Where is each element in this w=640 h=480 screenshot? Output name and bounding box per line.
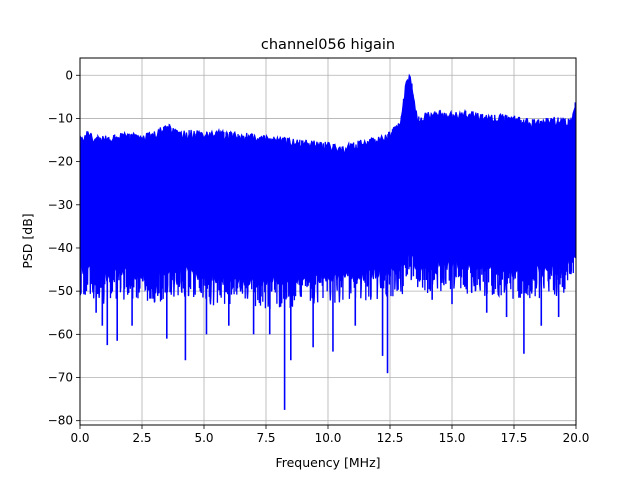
x-tick-label: 17.5 xyxy=(501,431,528,445)
series-spectrum-line xyxy=(80,81,576,310)
y-tick-label: −40 xyxy=(48,241,73,255)
y-tick-label: −50 xyxy=(48,284,73,298)
x-tick-label: 12.5 xyxy=(377,431,404,445)
x-axis-ticks: 0.0 2.5 5.0 7.5 10.0 12.5 15.0 17.5 20.0 xyxy=(70,425,589,445)
x-tick-label: 20.0 xyxy=(563,431,590,445)
x-tick-label: 5.0 xyxy=(194,431,213,445)
y-tick-label: −30 xyxy=(48,198,73,212)
y-axis-label: PSD [dB] xyxy=(20,213,35,268)
y-axis-ticks: 0 −10 −20 −30 −40 −50 −60 −70 −80 xyxy=(48,68,80,428)
x-tick-label: 0.0 xyxy=(70,431,89,445)
y-tick-label: −20 xyxy=(48,155,73,169)
y-tick-label: −10 xyxy=(48,111,73,125)
y-tick-label: −70 xyxy=(48,371,73,385)
x-tick-label: 2.5 xyxy=(132,431,151,445)
y-tick-label: −80 xyxy=(48,414,73,428)
y-tick-label: −60 xyxy=(48,327,73,341)
x-tick-label: 7.5 xyxy=(256,431,275,445)
x-axis-label: Frequency [MHz] xyxy=(275,455,380,470)
chart-title: channel056 higain xyxy=(261,37,395,53)
x-tick-label: 10.0 xyxy=(315,431,342,445)
plot-data-region xyxy=(80,73,576,410)
x-tick-label: 15.0 xyxy=(439,431,466,445)
y-tick-label: 0 xyxy=(65,68,73,82)
